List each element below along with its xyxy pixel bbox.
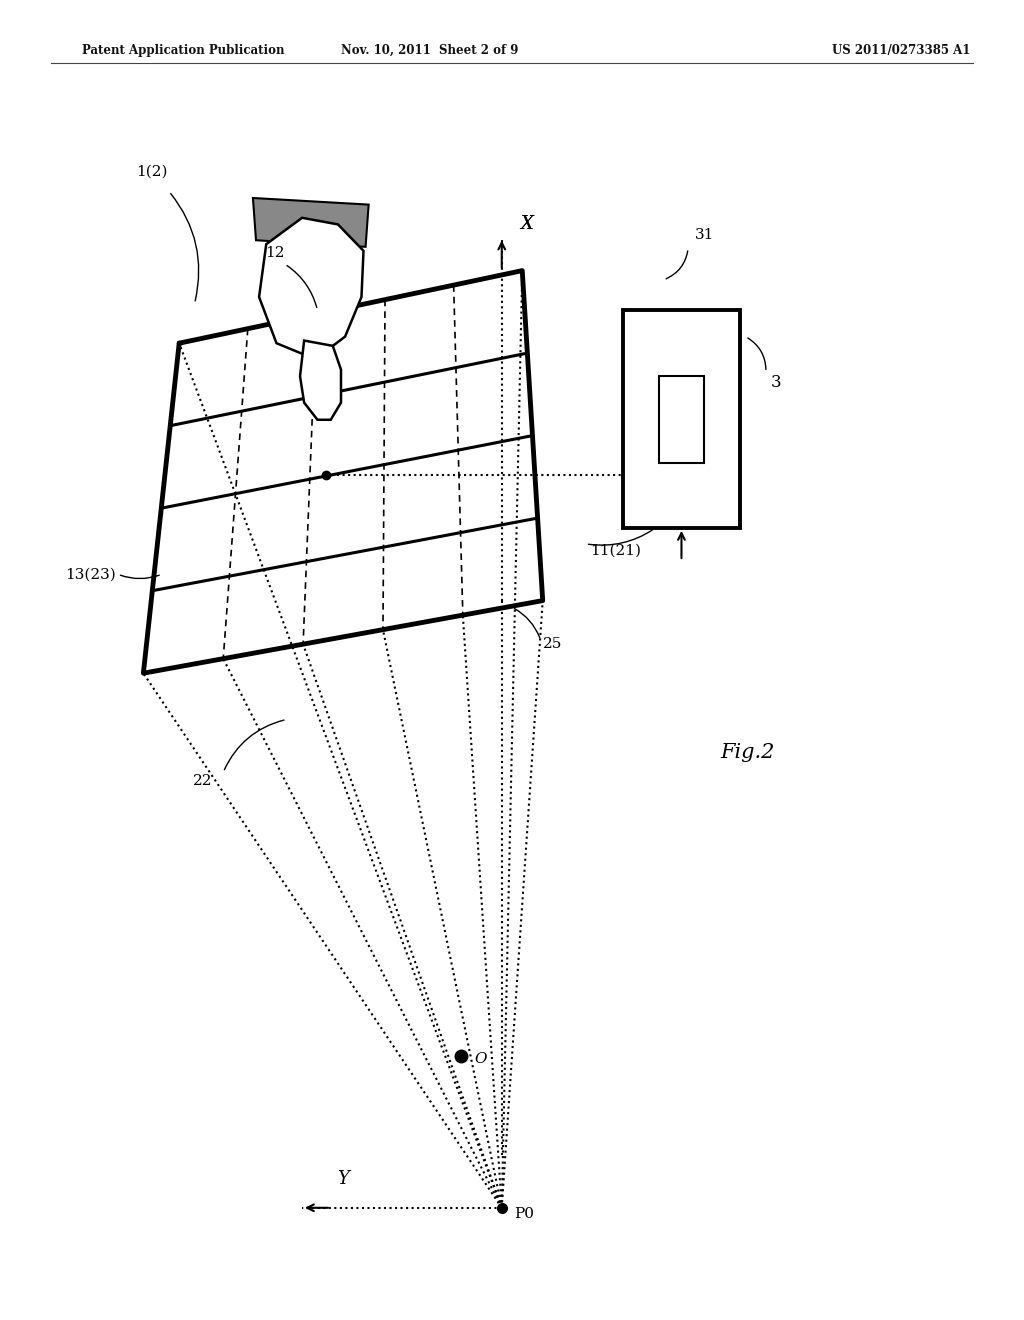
- Text: 11(21): 11(21): [590, 544, 641, 557]
- Text: Y: Y: [337, 1170, 349, 1188]
- Text: P0: P0: [514, 1208, 535, 1221]
- FancyBboxPatch shape: [659, 375, 703, 463]
- FancyArrowPatch shape: [171, 194, 199, 301]
- Polygon shape: [253, 198, 369, 247]
- Text: X: X: [520, 215, 534, 234]
- Text: 22: 22: [193, 775, 213, 788]
- Text: 31: 31: [695, 228, 714, 242]
- FancyArrowPatch shape: [514, 609, 540, 638]
- FancyArrowPatch shape: [667, 251, 688, 279]
- FancyArrowPatch shape: [748, 338, 766, 370]
- FancyArrowPatch shape: [121, 576, 159, 578]
- Polygon shape: [259, 218, 364, 354]
- Text: X: X: [520, 215, 534, 234]
- Text: O: O: [474, 1052, 486, 1065]
- Text: 1(2): 1(2): [136, 165, 167, 178]
- FancyArrowPatch shape: [589, 529, 653, 545]
- Polygon shape: [300, 341, 341, 420]
- Text: 13(23): 13(23): [65, 568, 116, 581]
- FancyArrowPatch shape: [287, 265, 316, 308]
- Text: Nov. 10, 2011  Sheet 2 of 9: Nov. 10, 2011 Sheet 2 of 9: [341, 44, 519, 57]
- Text: 25: 25: [543, 638, 562, 651]
- Text: Patent Application Publication: Patent Application Publication: [82, 44, 285, 57]
- Text: 3: 3: [771, 375, 781, 391]
- Text: US 2011/0273385 A1: US 2011/0273385 A1: [831, 44, 971, 57]
- FancyBboxPatch shape: [623, 310, 740, 528]
- FancyArrowPatch shape: [224, 721, 284, 770]
- Text: Fig.2: Fig.2: [720, 743, 775, 762]
- Text: 12: 12: [264, 247, 285, 260]
